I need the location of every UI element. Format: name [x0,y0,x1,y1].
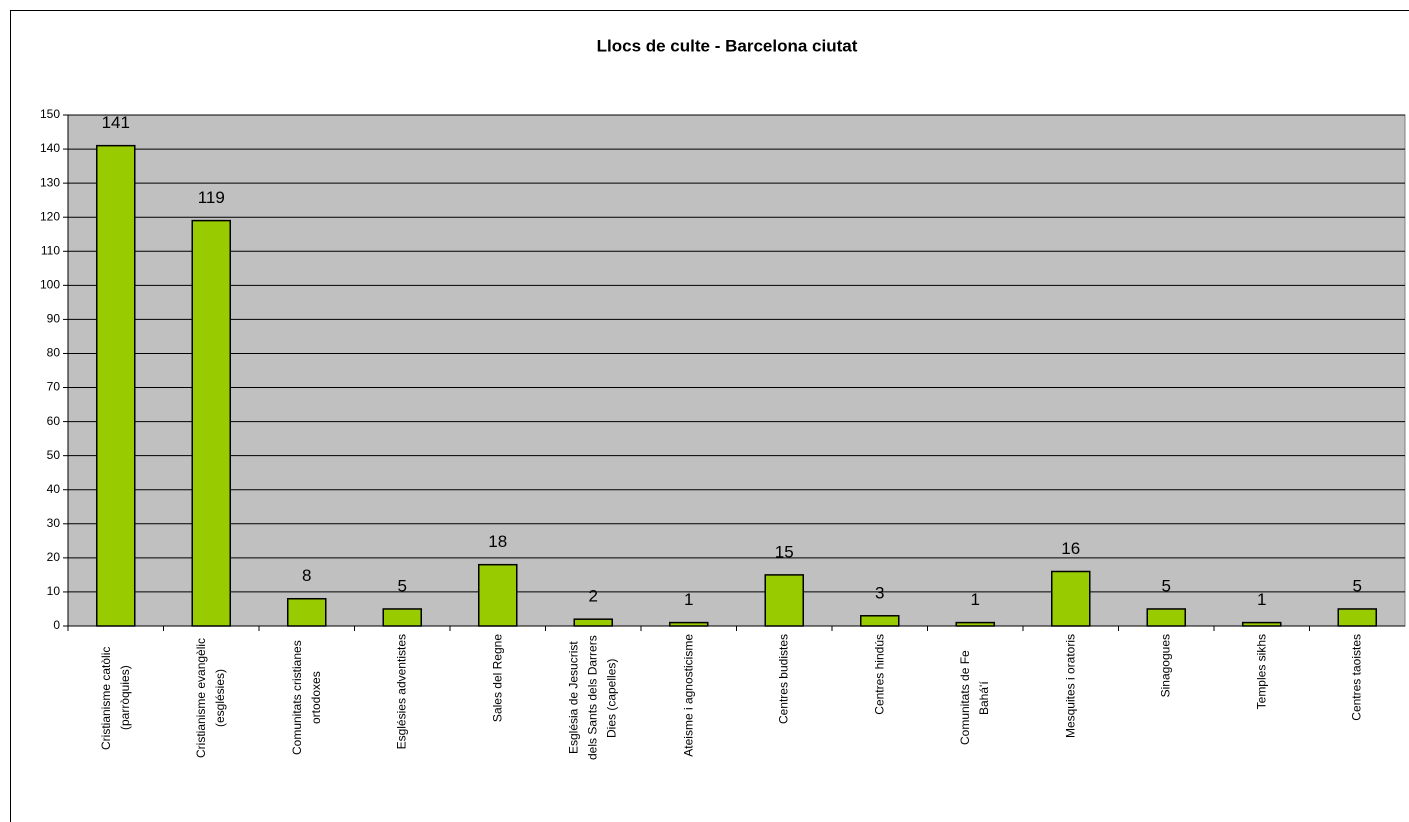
bar [382,608,422,627]
y-tick-label: 60 [47,414,61,428]
y-tick-label: 90 [47,312,61,326]
bar [573,618,613,627]
y-tick-label: 10 [47,584,61,598]
value-label: 141 [102,113,130,132]
x-tick-label: Cristianisme evangèlic (esglésies) [194,637,228,759]
bar [955,621,995,627]
x-tick-label: Centres hindús [872,634,887,715]
chart-title: Llocs de culte - Barcelona ciutat [597,36,858,55]
x-tick-label: Sinagogues [1158,634,1173,698]
y-tick-label: 110 [41,243,60,257]
y-tick-label: 30 [47,516,61,530]
value-label: 5 [398,576,407,595]
x-tick-label: Cristianisme catòlic (parròquies) [98,646,132,750]
y-tick-label: 70 [47,380,61,394]
value-label: 8 [302,566,311,585]
bar [191,219,231,627]
x-tick-label: Esglésies adventistes [394,634,409,750]
value-label: 16 [1061,539,1080,558]
value-label: 5 [1353,576,1362,595]
x-tick-label: Centres budistes [776,634,791,725]
bar [96,144,136,627]
x-tick-label: Ateisme i agnosticisme [681,634,696,757]
value-label: 1 [1257,590,1266,609]
bar [764,574,804,627]
bar [287,597,327,627]
bar [1242,621,1282,627]
y-tick-label: 150 [40,107,60,121]
bar [1051,570,1091,627]
value-label: 1 [684,590,693,609]
x-tick-label: Església de Jesucrist dels Sants dels Da… [566,635,619,761]
y-tick-label: 40 [47,482,61,496]
y-tick-label: 50 [47,448,61,462]
y-tick-label: 120 [40,209,60,223]
x-tick-label: Comunitats cristianes ortodoxes [289,640,323,756]
value-label: 2 [589,587,598,606]
value-label: 18 [488,532,507,551]
x-tick-label: Mesquites i oratoris [1063,634,1078,739]
value-label: 3 [875,583,884,602]
value-label: 15 [775,542,794,561]
y-tick-label: 140 [40,141,60,155]
y-tick-label: 80 [47,346,61,360]
x-tick-label: Temples sikhs [1254,634,1269,710]
x-tick-label: Centres taoistes [1349,634,1364,721]
bar [478,563,518,627]
bar [1146,608,1186,627]
x-tick-label: Comunitats de Fe Bahá'í [958,650,992,746]
value-label: 119 [198,188,225,207]
y-tick-label: 130 [40,175,60,189]
value-label: 5 [1162,576,1171,595]
y-tick-label: 100 [40,278,60,292]
x-tick-label: Sales del Regne [490,634,505,723]
bar [669,621,709,627]
bar [1337,608,1377,627]
y-tick-label: 20 [47,550,61,564]
value-label: 1 [971,590,980,609]
plot-area [67,114,1406,627]
bar [860,615,900,627]
y-tick-label: 0 [53,618,60,632]
